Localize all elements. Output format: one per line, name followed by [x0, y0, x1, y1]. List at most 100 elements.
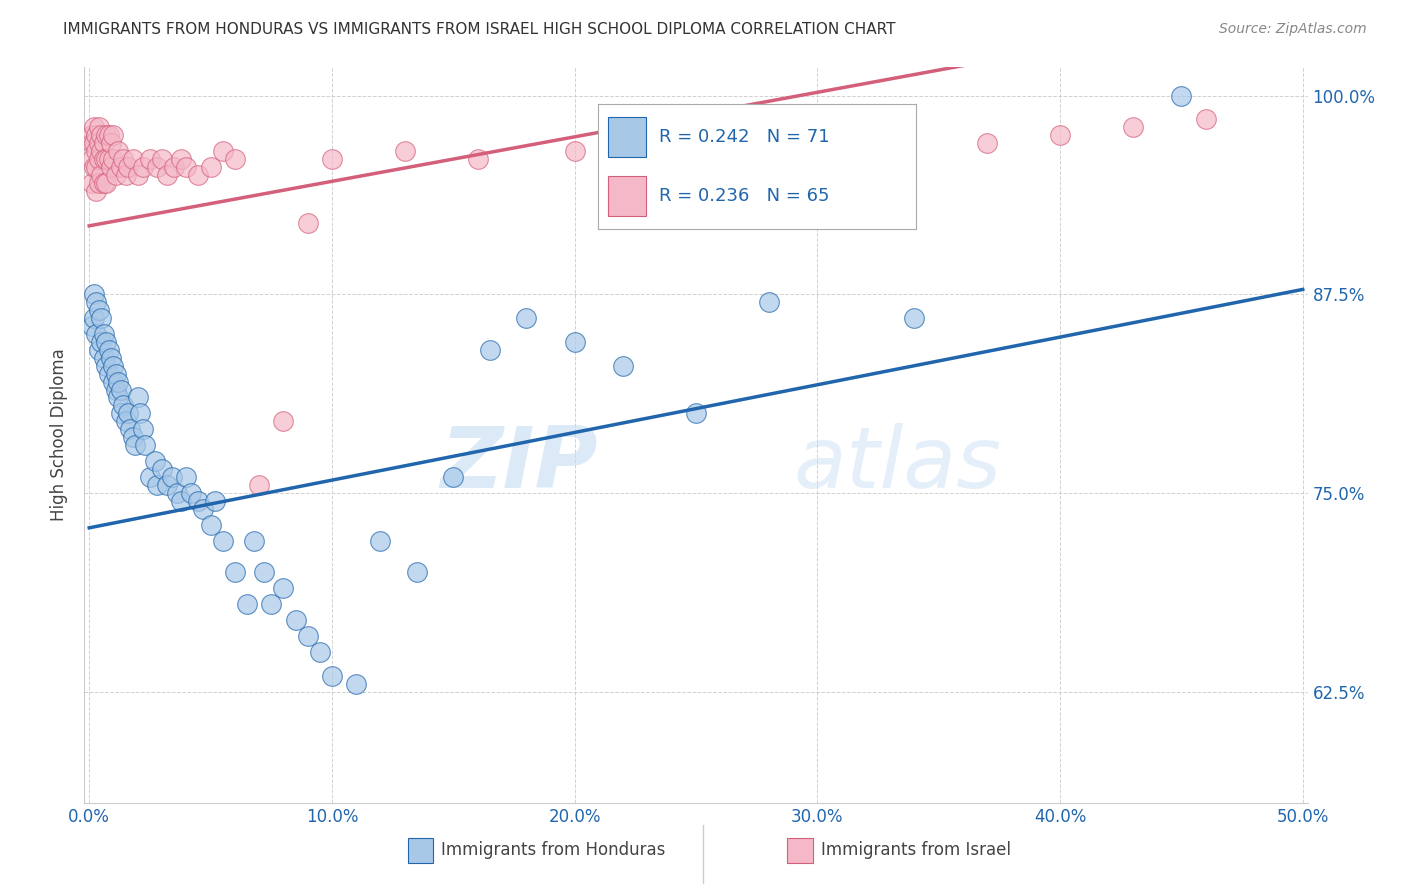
Point: [370, 533, 392, 548]
Point: [441, 470, 464, 484]
Point: [166, 486, 188, 500]
Point: [976, 136, 998, 151]
Point: [104, 383, 127, 397]
Point: [97, 128, 120, 143]
Point: [467, 152, 489, 166]
Point: [405, 566, 427, 580]
Point: [87, 343, 110, 357]
Y-axis label: High School Diploma: High School Diploma: [51, 349, 69, 521]
Point: [243, 533, 266, 548]
Point: [86, 128, 108, 143]
Point: [87, 303, 110, 318]
Point: [107, 144, 129, 158]
Point: [80, 176, 103, 190]
Point: [131, 160, 153, 174]
Point: [96, 152, 118, 166]
Point: [100, 351, 122, 365]
Point: [96, 334, 118, 349]
Point: [612, 359, 634, 373]
Point: [709, 144, 731, 158]
Point: [260, 597, 283, 611]
Point: [247, 478, 270, 492]
Point: [90, 311, 112, 326]
Point: [110, 406, 132, 420]
Point: [204, 493, 226, 508]
Text: Immigrants from Israel: Immigrants from Israel: [821, 841, 1011, 859]
Point: [83, 311, 105, 326]
Point: [1049, 128, 1071, 143]
Point: [96, 176, 118, 190]
Point: [139, 152, 162, 166]
Point: [156, 478, 179, 492]
Point: [284, 613, 307, 627]
Point: [90, 144, 112, 158]
Point: [224, 152, 246, 166]
Point: [87, 176, 110, 190]
Point: [83, 160, 105, 174]
Point: [163, 160, 186, 174]
Point: [97, 343, 120, 357]
Point: [143, 454, 166, 468]
Point: [90, 168, 112, 182]
Point: [90, 128, 112, 143]
Point: [170, 152, 193, 166]
Point: [93, 136, 115, 151]
Text: Immigrants from Honduras: Immigrants from Honduras: [441, 841, 666, 859]
Point: [86, 144, 108, 158]
Point: [273, 414, 295, 428]
Point: [110, 383, 132, 397]
Point: [187, 168, 209, 182]
Point: [297, 216, 319, 230]
Point: [174, 160, 197, 174]
Point: [394, 144, 416, 158]
Point: [564, 144, 586, 158]
Point: [87, 120, 110, 135]
Text: ZIP: ZIP: [440, 423, 598, 506]
Point: [146, 160, 169, 174]
Point: [104, 168, 127, 182]
Point: [83, 287, 105, 301]
Point: [100, 160, 122, 174]
Point: [83, 136, 105, 151]
Point: [93, 351, 115, 365]
Point: [80, 128, 103, 143]
Point: [117, 406, 139, 420]
Point: [211, 533, 233, 548]
Point: [344, 676, 367, 690]
Point: [124, 438, 146, 452]
Text: Source: ZipAtlas.com: Source: ZipAtlas.com: [1219, 22, 1367, 37]
Point: [103, 375, 125, 389]
Point: [96, 128, 118, 143]
Point: [685, 406, 707, 420]
Point: [636, 152, 658, 166]
Point: [103, 128, 125, 143]
Point: [308, 645, 330, 659]
Point: [110, 160, 132, 174]
Point: [758, 295, 780, 310]
Point: [122, 430, 145, 444]
Point: [112, 399, 135, 413]
Point: [180, 486, 202, 500]
Point: [107, 391, 129, 405]
Point: [160, 470, 183, 484]
Point: [107, 375, 129, 389]
Point: [273, 581, 295, 595]
Point: [1195, 112, 1218, 127]
Point: [297, 629, 319, 643]
Point: [129, 406, 152, 420]
Point: [100, 136, 122, 151]
Point: [93, 152, 115, 166]
Point: [131, 422, 153, 436]
Point: [127, 168, 149, 182]
Point: [515, 311, 537, 326]
Point: [200, 160, 222, 174]
Point: [86, 184, 108, 198]
Point: [86, 326, 108, 341]
Point: [1122, 120, 1144, 135]
Point: [211, 144, 233, 158]
Point: [193, 501, 215, 516]
Point: [103, 152, 125, 166]
Point: [93, 176, 115, 190]
Point: [103, 359, 125, 373]
Point: [806, 136, 828, 151]
